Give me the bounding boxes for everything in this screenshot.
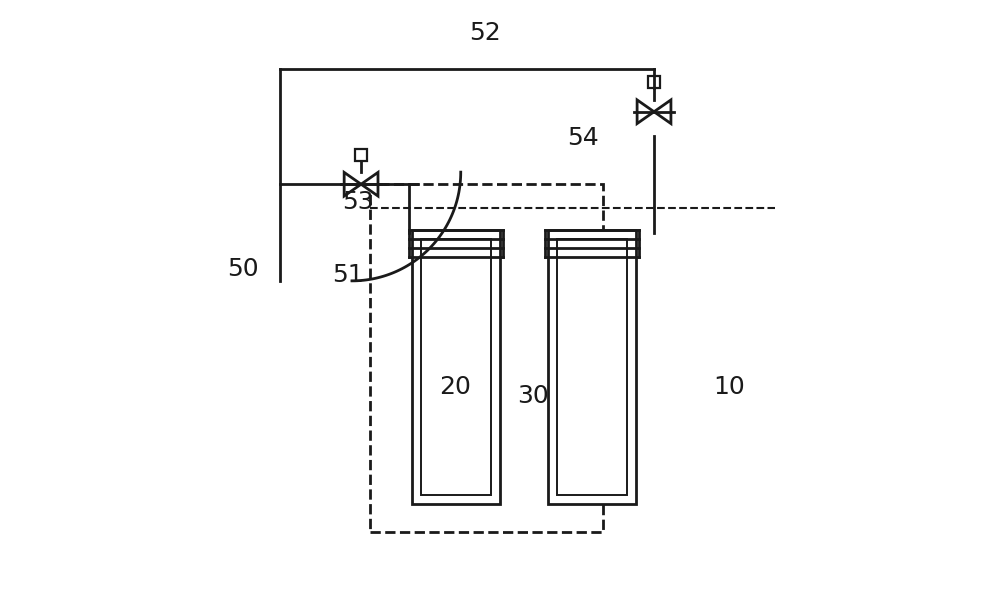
Polygon shape [344,172,361,196]
Polygon shape [654,100,671,124]
Text: 52: 52 [469,21,501,45]
Polygon shape [361,172,378,196]
Bar [412,230,500,504]
Text: 50: 50 [227,257,259,281]
Text: 54: 54 [567,126,599,150]
Bar [548,230,636,504]
Bar [421,239,491,495]
Bar [648,76,660,88]
Text: 20: 20 [439,374,471,399]
Text: 30: 30 [517,384,549,408]
Text: 10: 10 [714,374,745,399]
Bar [557,239,627,495]
Text: 53: 53 [342,190,374,214]
Text: 51: 51 [332,263,364,287]
Bar [355,149,367,161]
Polygon shape [637,100,654,124]
